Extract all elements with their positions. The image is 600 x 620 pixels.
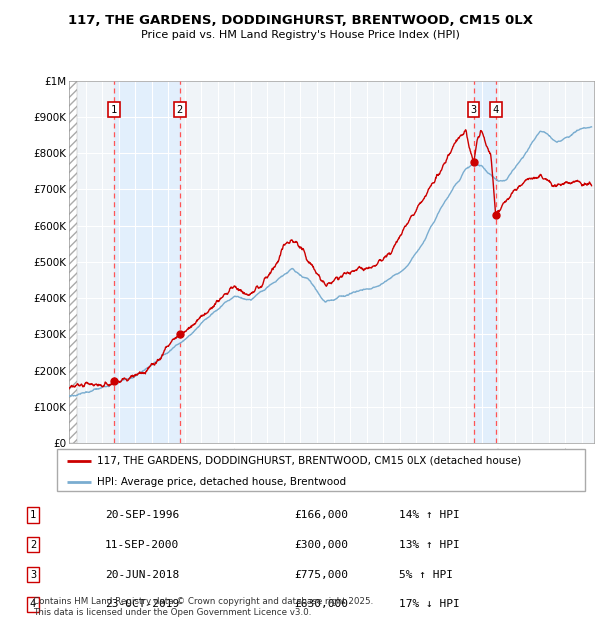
Text: 2: 2 bbox=[30, 540, 36, 550]
Text: £300,000: £300,000 bbox=[294, 540, 348, 550]
Text: 11-SEP-2000: 11-SEP-2000 bbox=[105, 540, 179, 550]
Text: £166,000: £166,000 bbox=[294, 510, 348, 520]
Text: 5% ↑ HPI: 5% ↑ HPI bbox=[399, 570, 453, 580]
Text: 14% ↑ HPI: 14% ↑ HPI bbox=[399, 510, 460, 520]
Text: 4: 4 bbox=[30, 600, 36, 609]
Text: 1: 1 bbox=[30, 510, 36, 520]
Text: 13% ↑ HPI: 13% ↑ HPI bbox=[399, 540, 460, 550]
Text: 2: 2 bbox=[176, 105, 183, 115]
Text: Contains HM Land Registry data © Crown copyright and database right 2025.
This d: Contains HM Land Registry data © Crown c… bbox=[33, 598, 373, 617]
Bar bbox=[473, 81, 496, 443]
Text: 17% ↓ HPI: 17% ↓ HPI bbox=[399, 600, 460, 609]
Text: 3: 3 bbox=[470, 105, 477, 115]
Text: 1: 1 bbox=[111, 105, 117, 115]
Text: HPI: Average price, detached house, Brentwood: HPI: Average price, detached house, Bren… bbox=[97, 477, 346, 487]
Bar bbox=[114, 81, 180, 443]
Text: £630,000: £630,000 bbox=[294, 600, 348, 609]
Text: £775,000: £775,000 bbox=[294, 570, 348, 580]
Text: 3: 3 bbox=[30, 570, 36, 580]
Text: 23-OCT-2019: 23-OCT-2019 bbox=[105, 600, 179, 609]
Text: 20-JUN-2018: 20-JUN-2018 bbox=[105, 570, 179, 580]
Text: 4: 4 bbox=[493, 105, 499, 115]
Text: 117, THE GARDENS, DODDINGHURST, BRENTWOOD, CM15 0LX (detached house): 117, THE GARDENS, DODDINGHURST, BRENTWOO… bbox=[97, 456, 521, 466]
Text: Price paid vs. HM Land Registry's House Price Index (HPI): Price paid vs. HM Land Registry's House … bbox=[140, 30, 460, 40]
Bar bbox=[69, 81, 77, 443]
Text: 117, THE GARDENS, DODDINGHURST, BRENTWOOD, CM15 0LX: 117, THE GARDENS, DODDINGHURST, BRENTWOO… bbox=[67, 14, 533, 27]
Text: 20-SEP-1996: 20-SEP-1996 bbox=[105, 510, 179, 520]
